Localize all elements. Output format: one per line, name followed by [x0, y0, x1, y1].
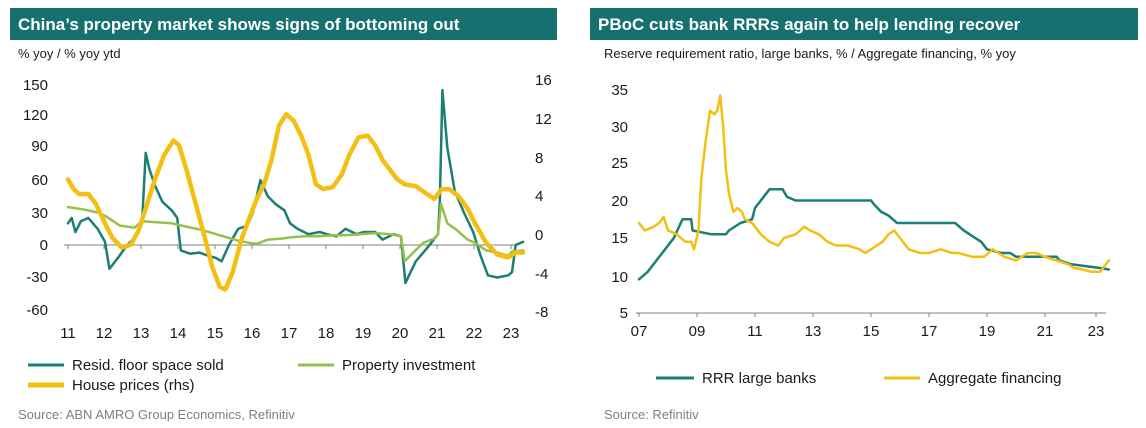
left-x-tick-label: 13 [133, 325, 150, 342]
left-x-tick-label: 12 [96, 325, 113, 342]
left-legend: Resid. floor space sold Property investm… [28, 357, 476, 394]
left-x-tick-marks [67, 245, 512, 249]
right-chart-title: PBoC cuts bank RRRs again to help lendin… [598, 15, 1021, 34]
right-chart-y-tick-label: 20 [611, 193, 628, 210]
left-y-tick-label: 150 [23, 77, 48, 94]
rrr-large-banks-line [637, 188, 1111, 281]
left-x-tick-label: 15 [207, 325, 224, 342]
left-x-tick-label: 21 [429, 325, 446, 342]
house-prices-line [65, 111, 526, 292]
right-y-axis-ticks: 35 30 25 20 15 10 5 [611, 82, 628, 322]
left-y-tick-label: 120 [23, 107, 48, 124]
right-series-lines [637, 94, 1111, 281]
right-x-tick-label: 11 [747, 323, 763, 340]
aggregate-financing-line [637, 94, 1111, 274]
left-x-axis-labels: 11 12 13 14 15 16 17 18 19 20 21 22 23 [60, 325, 519, 342]
right-y-tick-label: 4 [535, 188, 543, 205]
right-chart-subtitle: Reserve requirement ratio, large banks, … [604, 46, 1016, 61]
left-x-tick-label: 20 [392, 325, 409, 342]
right-chart-panel: PBoC cuts bank RRRs again to help lendin… [590, 8, 1138, 422]
left-title-bar [10, 8, 557, 40]
right-title-bar [590, 8, 1138, 40]
right-x-tick-label: 15 [863, 323, 880, 340]
right-chart-y-tick-label: 10 [611, 269, 628, 286]
property-investment-line [66, 202, 525, 263]
left-x-tick-label: 23 [503, 325, 520, 342]
right-x-tick-label: 09 [689, 323, 706, 340]
right-y-tick-label: 8 [535, 150, 543, 167]
left-chart-subtitle: % yoy / % yoy ytd [18, 46, 121, 61]
right-chart-y-tick-label: 35 [611, 82, 628, 99]
right-x-tick-label: 19 [979, 323, 996, 340]
left-chart-panel: China’s property market shows signs of b… [10, 8, 557, 422]
right-x-tick-label: 21 [1037, 323, 1054, 340]
floor-space-sold-line [66, 88, 525, 285]
right-y-tick-label: 0 [535, 227, 543, 244]
left-x-tick-label: 14 [170, 325, 187, 342]
left-y-tick-label: 60 [31, 172, 48, 189]
right-y-tick-label: 16 [535, 72, 552, 89]
left-y-tick-label: -60 [26, 302, 48, 319]
right-x-tick-label: 07 [631, 323, 648, 340]
legend-label-house-prices: House prices (rhs) [72, 377, 195, 394]
left-series-lines [65, 88, 526, 292]
right-chart-y-tick-label: 15 [611, 230, 628, 247]
right-chart-y-tick-label: 30 [611, 119, 628, 136]
left-y-tick-label: 90 [31, 138, 48, 155]
right-legend: RRR large banks Aggregate financing [656, 370, 1061, 387]
legend-label-floor-space: Resid. floor space sold [72, 357, 224, 374]
right-source-note: Source: Refinitiv [604, 407, 699, 422]
left-y-tick-label: -30 [26, 269, 48, 286]
legend-label-property-investment: Property investment [342, 357, 476, 374]
right-y-tick-label: 12 [535, 111, 552, 128]
left-y-axis-right-ticks: 16 12 8 4 0 -4 -8 [535, 72, 552, 321]
legend-label-aggregate-financing: Aggregate financing [928, 370, 1061, 387]
left-x-tick-label: 19 [355, 325, 372, 342]
left-chart-title: China’s property market shows signs of b… [18, 15, 460, 34]
left-x-tick-label: 18 [318, 325, 335, 342]
right-x-tick-marks [638, 313, 1097, 317]
right-y-tick-label: -8 [535, 304, 548, 321]
left-y-tick-label: 30 [31, 205, 48, 222]
right-chart-y-tick-label: 5 [620, 305, 628, 322]
right-chart-y-tick-label: 25 [611, 155, 628, 172]
left-y-tick-label: 0 [40, 237, 48, 254]
left-x-tick-label: 16 [244, 325, 261, 342]
right-x-tick-label: 13 [805, 323, 822, 340]
right-y-tick-label: -4 [535, 266, 548, 283]
right-x-tick-label: 23 [1088, 323, 1105, 340]
left-x-tick-label: 22 [466, 325, 483, 342]
right-x-axis-labels: 07 09 11 13 15 17 19 21 23 [631, 323, 1105, 340]
left-y-axis-left-ticks: 150 120 90 60 30 0 -30 -60 [23, 77, 48, 319]
left-x-tick-label: 11 [60, 325, 76, 342]
legend-label-rrr: RRR large banks [702, 370, 816, 387]
left-x-tick-label: 17 [281, 325, 298, 342]
right-x-tick-label: 17 [921, 323, 938, 340]
left-source-note: Source: ABN AMRO Group Economics, Refini… [18, 407, 295, 422]
